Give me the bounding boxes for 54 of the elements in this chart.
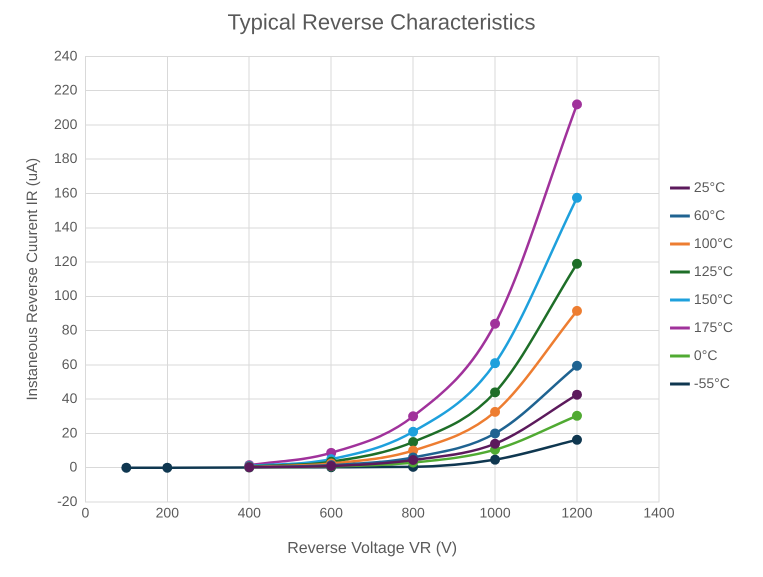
y-tick-label: 0	[70, 458, 78, 475]
point	[572, 306, 582, 316]
point	[490, 454, 500, 465]
y-tick-label: 140	[54, 218, 78, 235]
x-tick-label: 1000	[479, 504, 511, 520]
point	[162, 462, 172, 473]
legend-label: 100°C	[694, 234, 734, 251]
point	[572, 410, 582, 421]
legend-label: 125°C	[694, 262, 734, 279]
y-tick-label: 20	[62, 424, 78, 440]
point	[572, 434, 582, 445]
y-tick-label: -20	[57, 492, 78, 509]
point	[572, 258, 582, 269]
point	[408, 426, 418, 437]
x-tick-label: 200	[156, 504, 180, 520]
point	[408, 455, 418, 466]
x-tick-label: 1200	[561, 504, 593, 520]
point	[408, 437, 418, 448]
y-tick-label: 180	[54, 150, 78, 166]
y-tick-label: 100	[54, 287, 78, 304]
point	[121, 462, 132, 473]
point	[490, 428, 500, 438]
x-tick-label: 1400	[643, 504, 675, 520]
point	[408, 411, 418, 422]
point	[490, 358, 500, 368]
point	[572, 192, 582, 203]
x-tick-label: 800	[401, 504, 426, 520]
chart-title: Typical Reverse Characteristics	[227, 9, 536, 34]
x-tick-label: 0	[81, 504, 90, 520]
y-tick-label: 80	[62, 321, 78, 338]
y-tick-label: 60	[62, 356, 78, 372]
legend-label: 25°C	[694, 178, 726, 195]
y-tick-label: 240	[54, 47, 78, 64]
point	[490, 406, 500, 417]
x-tick-label: 400	[238, 504, 262, 520]
point	[490, 318, 500, 329]
y-tick-label: 200	[54, 116, 78, 132]
legend-label: 175°C	[694, 318, 734, 335]
legend-label: 60°C	[694, 206, 726, 223]
legend-label: 150°C	[694, 290, 734, 307]
point	[572, 390, 582, 400]
y-tick-label: 220	[54, 82, 78, 98]
y-axis-title: Instaneous Reverse Cuurent IR (uA)	[24, 158, 42, 401]
y-tick-label: 160	[54, 184, 78, 200]
point	[572, 360, 582, 371]
y-tick-label: 40	[62, 390, 78, 406]
x-tick-label: 600	[319, 504, 344, 520]
x-axis-title: Reverse Voltage VR (V)	[287, 540, 458, 557]
y-tick-label: 120	[54, 252, 78, 269]
point	[490, 438, 500, 449]
legend-label: 0°C	[694, 346, 718, 363]
legend-label: -55°C	[694, 374, 730, 391]
point	[572, 99, 582, 110]
point	[490, 387, 500, 398]
